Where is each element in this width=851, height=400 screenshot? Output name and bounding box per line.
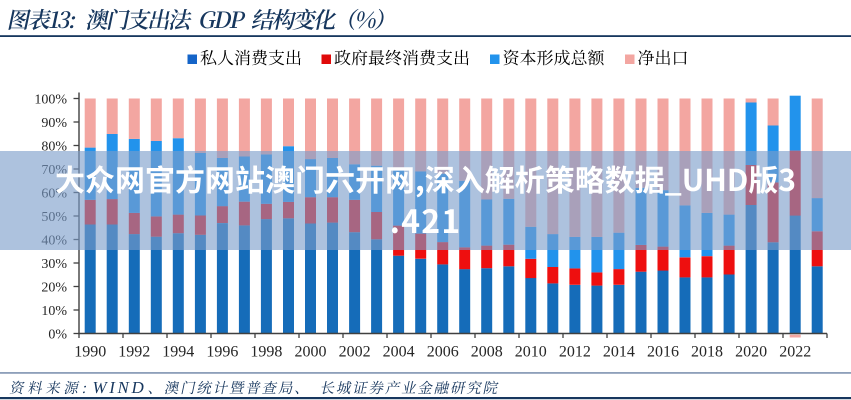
svg-text:2004: 2004 (383, 344, 415, 361)
svg-text:1998: 1998 (250, 344, 282, 361)
svg-text:10%: 10% (41, 304, 67, 319)
svg-text:2016: 2016 (647, 344, 679, 361)
svg-text:2012: 2012 (559, 344, 591, 361)
svg-text:1994: 1994 (162, 344, 194, 361)
svg-text:2010: 2010 (515, 344, 547, 361)
svg-text:WIND: WIND (93, 378, 147, 397)
svg-text:90%: 90% (41, 116, 67, 131)
svg-text:1990: 1990 (74, 344, 106, 361)
svg-text:2006: 2006 (427, 344, 459, 361)
svg-text:1992: 1992 (118, 344, 150, 361)
svg-text:2020: 2020 (735, 344, 767, 361)
svg-text:2008: 2008 (471, 344, 503, 361)
svg-text:2000: 2000 (295, 344, 327, 361)
svg-text:2002: 2002 (339, 344, 371, 361)
svg-text:1996: 1996 (206, 344, 238, 361)
svg-text:2014: 2014 (603, 344, 635, 361)
svg-text:2018: 2018 (691, 344, 723, 361)
svg-text:20%: 20% (41, 280, 67, 295)
svg-text:30%: 30% (41, 257, 67, 272)
svg-text:100%: 100% (34, 92, 67, 107)
svg-text:2022: 2022 (779, 344, 811, 361)
svg-text:80%: 80% (41, 139, 67, 154)
svg-text:0%: 0% (48, 327, 67, 342)
